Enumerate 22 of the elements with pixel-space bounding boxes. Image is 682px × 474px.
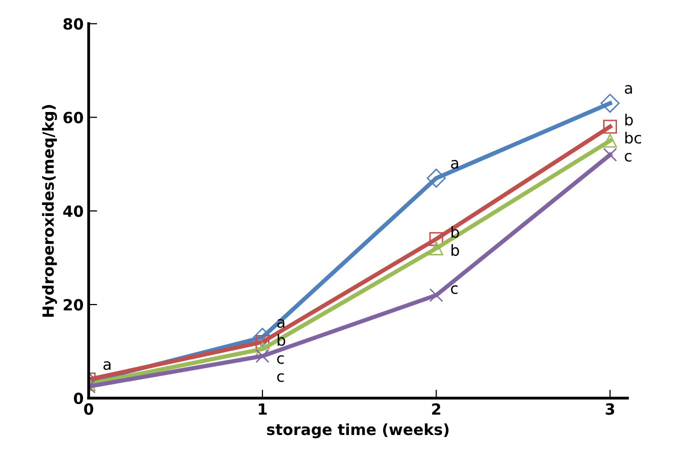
- x-tick-label: 1: [258, 403, 267, 415]
- y-axis-title: Hydroperoxides(meq/kg): [42, 105, 57, 317]
- annotation: c: [450, 285, 458, 294]
- y-tick-label: 60: [63, 112, 84, 124]
- annotation: c: [277, 355, 284, 364]
- annotation: c: [277, 373, 284, 382]
- annotation: b: [278, 334, 286, 346]
- y-tick-label: 20: [64, 299, 84, 311]
- x-tick-label: 3: [606, 403, 614, 415]
- y-tick-label: 80: [63, 18, 84, 30]
- annotation: a: [624, 85, 632, 94]
- x-axis-title: storage time (weeks): [267, 423, 449, 438]
- annotation: a: [103, 361, 111, 370]
- annotation: a: [451, 160, 458, 169]
- annotation: c: [624, 152, 632, 162]
- x-tick-label: 2: [432, 403, 440, 415]
- x-tick-label: 0: [84, 403, 94, 415]
- annotation: b: [625, 114, 633, 126]
- y-tick-label: 0: [74, 392, 84, 404]
- y-tick-label: 40: [63, 205, 84, 217]
- annotation: bc: [625, 132, 642, 144]
- annotation: b: [452, 244, 460, 256]
